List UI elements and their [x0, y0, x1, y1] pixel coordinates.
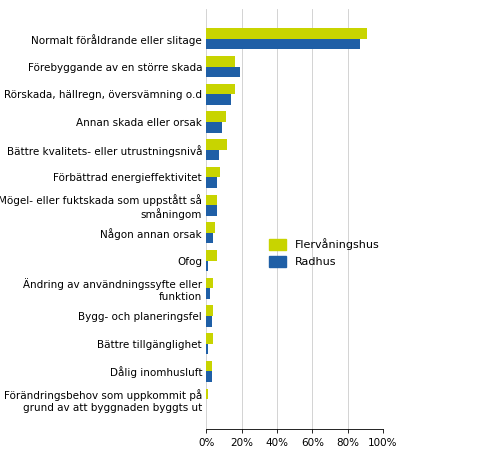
Bar — [206, 84, 235, 94]
Bar — [206, 122, 222, 132]
Bar — [206, 306, 213, 316]
Bar — [206, 195, 217, 205]
Bar — [206, 316, 212, 326]
Bar — [206, 28, 367, 39]
Bar — [206, 361, 212, 372]
Bar — [206, 139, 227, 150]
Bar — [206, 56, 235, 66]
Bar — [206, 372, 212, 382]
Bar — [206, 167, 220, 177]
Bar — [206, 205, 217, 216]
Bar — [206, 150, 218, 160]
Bar — [206, 177, 217, 188]
Bar — [206, 39, 360, 49]
Legend: Flervåningshus, Radhus: Flervåningshus, Radhus — [269, 238, 379, 267]
Bar — [206, 344, 208, 354]
Bar — [206, 112, 226, 122]
Bar — [206, 66, 240, 77]
Bar — [206, 278, 213, 288]
Bar — [206, 222, 215, 233]
Bar — [206, 94, 231, 105]
Bar — [206, 389, 208, 399]
Bar — [206, 250, 217, 260]
Bar — [206, 288, 210, 299]
Bar — [206, 233, 213, 243]
Bar — [206, 333, 213, 344]
Bar — [206, 260, 208, 271]
